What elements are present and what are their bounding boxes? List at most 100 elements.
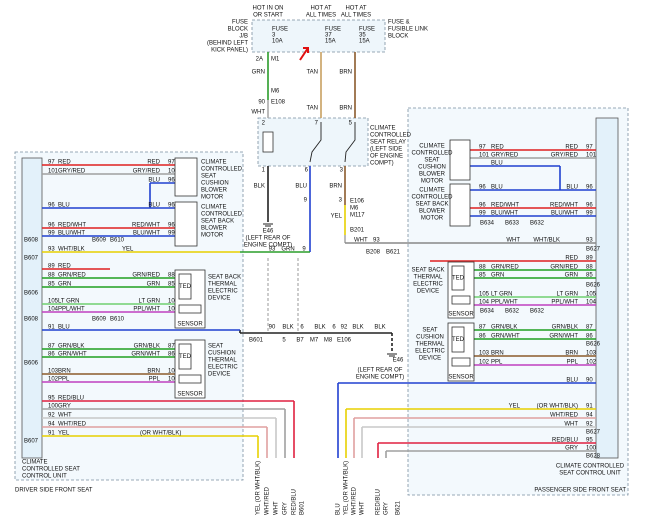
pin-label: 96 (48, 203, 55, 209)
pin-label: WHT (506, 238, 520, 244)
link-block-label: BLOCK (388, 34, 408, 40)
pin-label: RED/WHT (491, 203, 519, 209)
device-label: SEAT (424, 158, 440, 164)
wire-label: GRN (252, 70, 265, 76)
pin-label: 88 (168, 273, 175, 279)
pin-label: 96 (168, 203, 175, 209)
pin-label: 87 (168, 344, 175, 350)
pin-label: 100 (48, 404, 59, 410)
device-label: SEAT BACK (201, 219, 234, 225)
pin-label: LT GRN (491, 292, 512, 298)
wire-label: 9 (302, 247, 306, 253)
pin-label: GRY/RED (491, 153, 519, 159)
fuse-box (251, 19, 386, 53)
pin-label: RED (58, 160, 71, 166)
pin-label: GRN/BLK (491, 325, 517, 331)
seat-label: DRIVER SIDE FRONT SEAT (15, 488, 93, 494)
ted-label: TED (452, 276, 465, 282)
pin-label: BLU (148, 203, 160, 209)
ted-element (451, 326, 465, 353)
device-label: CLIMATE (419, 144, 445, 150)
device-label: THERMAL (208, 358, 237, 364)
unit-title: CONTROLLED SEAT (22, 467, 80, 473)
wire-label: E46 (393, 358, 404, 364)
bottom-wire-label: WHT (274, 501, 280, 515)
wire-label: 2 (262, 121, 266, 127)
wire-label: M117 (350, 213, 365, 219)
pin-label: BLU (58, 325, 70, 331)
pin-label: GRN/RED (491, 265, 519, 271)
wire-label: 1 (262, 168, 266, 174)
pin-label: PPL (149, 377, 161, 383)
device-label: DEVICE (417, 289, 439, 295)
pin-label: 101 (586, 153, 597, 159)
pin-label: 96 (168, 223, 175, 229)
fuse-label: 15A (359, 39, 370, 45)
pin-label: 96 (479, 185, 486, 191)
pin-label: GRN/WHT (58, 352, 87, 358)
ground-label: ENGINE COMPT) (356, 375, 404, 381)
wire-label: BLK (352, 325, 363, 331)
wire-label: M6 (350, 206, 359, 212)
pin-label: BLU/WHT (58, 231, 85, 237)
wire-label: 5 (349, 121, 353, 127)
pin-label: GRN/WHT (491, 334, 520, 340)
device-label: THERMAL (208, 282, 237, 288)
wire-label: M6 (271, 89, 280, 95)
pin-label: GRN/BLK (58, 344, 84, 350)
pin-label: GRN/BLK (134, 344, 160, 350)
relay-label: COMPT) (370, 161, 394, 167)
pin-label: LT GRN (139, 299, 160, 305)
pin-label: B626 (586, 283, 601, 289)
pin-label: B610 (110, 317, 125, 323)
pin-label: BLU/WHT (491, 211, 518, 217)
fuse-block-label: KICK PANEL) (211, 48, 248, 54)
device-label: SEAT BACK (415, 202, 448, 208)
wire-label: 90 (269, 325, 276, 331)
wire-label: E106 (337, 338, 352, 344)
pin-label: RED (565, 145, 578, 151)
wire-label: BLK (374, 325, 385, 331)
pin-label: B607 (24, 439, 39, 445)
wire-label: 9 (304, 198, 308, 204)
seat-label: PASSENGER SIDE FRONT SEAT (534, 488, 626, 494)
ted-element (178, 273, 192, 300)
device-label: CUSHION (416, 335, 444, 341)
pin-label: YEL (509, 404, 521, 410)
fuse-label: FUSE (272, 27, 288, 33)
wire-label: B7 (296, 338, 304, 344)
wire-label: WHT (251, 110, 265, 116)
device-label: CLIMATE (419, 188, 445, 194)
pin-label: 104 (479, 300, 490, 306)
device-label: SEAT (422, 328, 438, 334)
bottom-wire-label: WHT/RED (352, 486, 358, 515)
bottom-wire-label: YEL (OR WHT/BLK) (344, 461, 350, 515)
pin-label: 88 (48, 273, 55, 279)
pin-label: B632 (530, 309, 545, 315)
pin-label: GRN/BLK (552, 325, 578, 331)
device-label: ELECTRIC (208, 289, 238, 295)
relay-label: (LEFT SIDE (370, 147, 402, 153)
pin-label: 97 (48, 160, 55, 166)
driver-connector-bar (21, 157, 43, 459)
unit-title: CONTROL UNIT (22, 474, 67, 480)
pin-label: 105 (479, 292, 490, 298)
device-label: CONTROLLED (411, 195, 453, 201)
pin-label: 105 (168, 299, 179, 305)
pin-label: 90 (586, 378, 593, 384)
pin-label: BLU/WHT (551, 211, 578, 217)
pin-label: 96 (48, 223, 55, 229)
fuse-label: 10A (272, 39, 283, 45)
pin-label: B632 (530, 221, 545, 227)
relay-box (257, 117, 369, 167)
red-arrow (299, 47, 309, 61)
device-box (174, 201, 198, 247)
pin-label: GRN (491, 273, 504, 279)
pin-label: 97 (479, 145, 486, 151)
bottom-wire-label: RED/BLU (376, 489, 382, 515)
pin-label: 92 (586, 422, 593, 428)
pin-label: PPL (58, 377, 70, 383)
pin-label: 101 (48, 169, 59, 175)
pin-label: 86 (48, 352, 55, 358)
